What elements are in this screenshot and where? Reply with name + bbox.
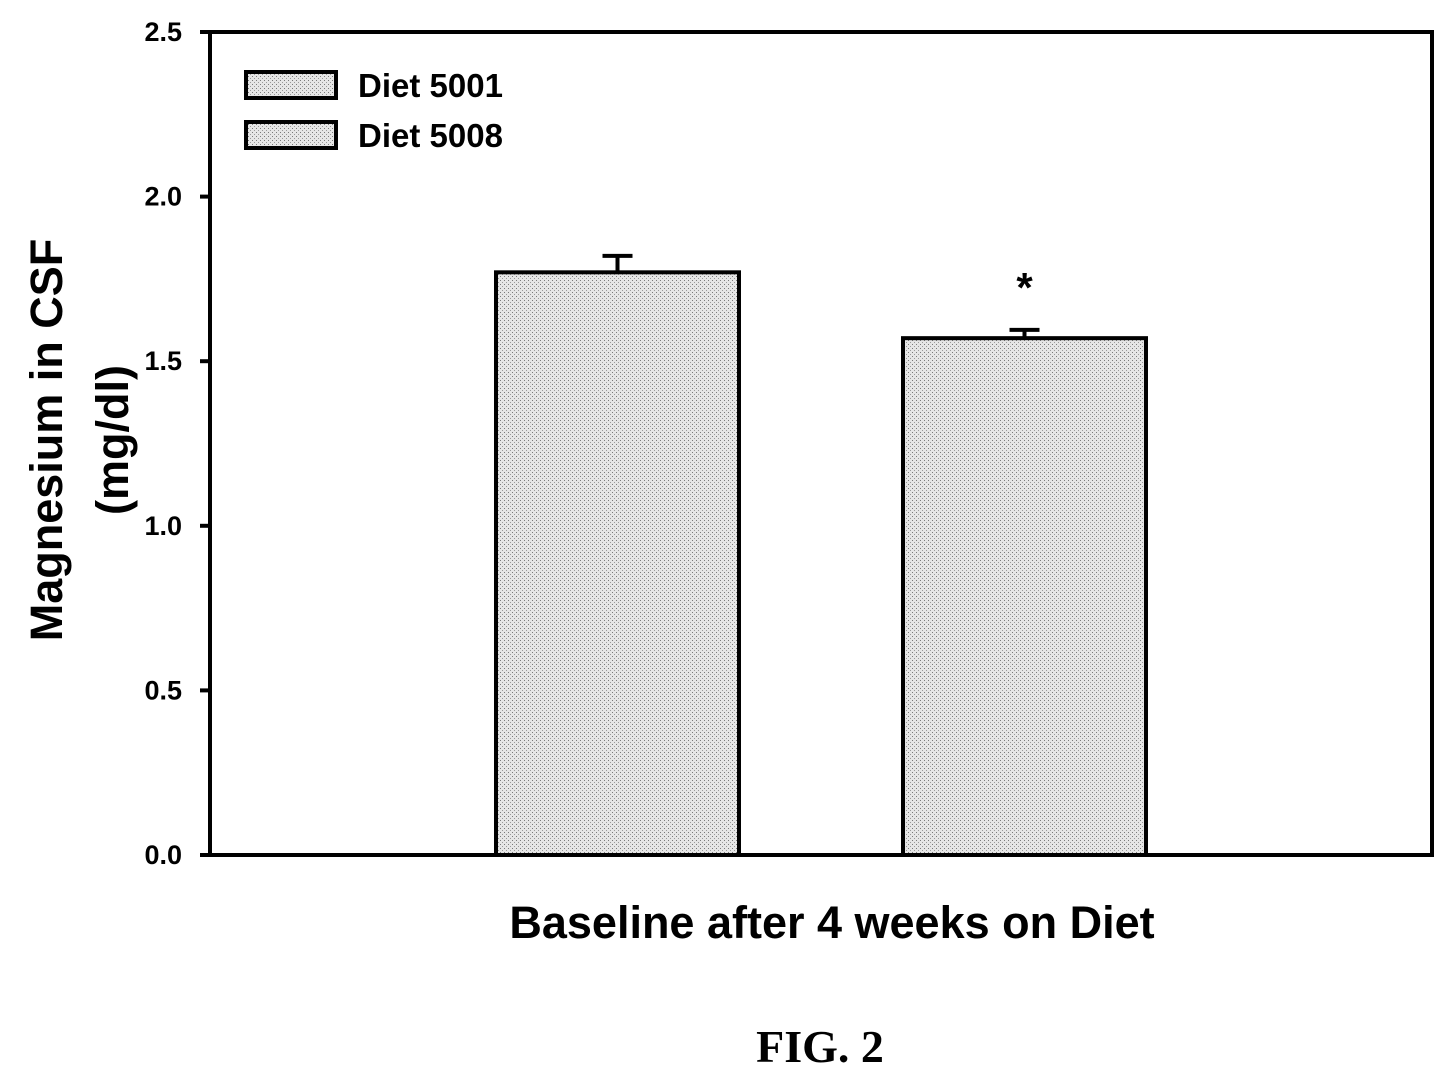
legend-label: Diet 5008	[358, 117, 503, 154]
y-tick-label: 0.5	[144, 675, 182, 705]
bars: *	[494, 253, 1148, 858]
bar-diet-5001	[494, 270, 741, 858]
y-axis-title-line-1: Magnesium in CSF	[21, 239, 72, 642]
y-tick-label: 2.5	[144, 17, 182, 47]
y-tick-label: 2.0	[144, 182, 182, 212]
y-tick-label: 1.0	[144, 511, 182, 541]
significance-marker: *	[1016, 264, 1033, 311]
y-tick-label: 1.5	[144, 346, 182, 376]
y-axis: 0.0 0.5 1.0 1.5 2.0 2.5	[144, 17, 210, 870]
legend-swatch	[244, 70, 338, 100]
bar-diet-5008	[901, 336, 1148, 857]
legend-swatch	[244, 120, 338, 150]
legend-label: Diet 5001	[358, 67, 503, 104]
plot-frame	[208, 30, 1434, 857]
x-axis-title: Baseline after 4 weeks on Diet	[509, 897, 1154, 948]
figure-caption: FIG. 2	[756, 1021, 884, 1072]
legend: Diet 5001 Diet 5008	[244, 67, 503, 154]
y-axis-title-line-2: (mg/dl)	[87, 365, 138, 515]
y-tick-label: 0.0	[144, 840, 182, 870]
